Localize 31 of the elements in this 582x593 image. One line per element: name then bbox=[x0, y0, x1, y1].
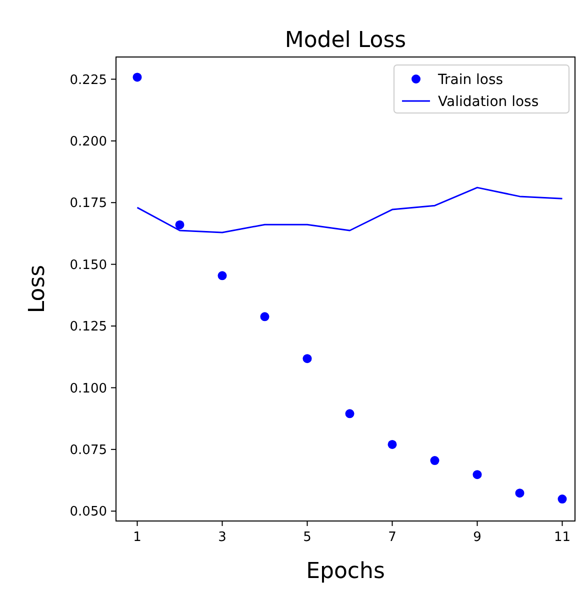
y-tick-label: 0.100 bbox=[70, 381, 107, 396]
x-tick-label: 7 bbox=[388, 530, 396, 545]
y-tick-label: 0.225 bbox=[70, 72, 107, 88]
y-tick-label: 0.200 bbox=[70, 134, 107, 150]
point bbox=[175, 220, 184, 230]
y-tick-label: 0.075 bbox=[70, 442, 107, 458]
x-tick-label: 5 bbox=[303, 530, 312, 545]
legend-label: Validation loss bbox=[438, 94, 539, 110]
x-axis-title: Epochs bbox=[306, 559, 385, 584]
point bbox=[472, 470, 482, 480]
line-series bbox=[136, 186, 563, 234]
x-tick-label: 11 bbox=[554, 530, 571, 545]
point bbox=[558, 494, 567, 504]
chart-title: Model Loss bbox=[284, 28, 406, 53]
y-tick-label: 0.050 bbox=[70, 504, 107, 520]
y-tick-label: 0.125 bbox=[70, 320, 107, 335]
point bbox=[345, 409, 354, 418]
x-tick-label: 9 bbox=[473, 530, 482, 545]
y-axis-title: Loss bbox=[25, 264, 50, 314]
y-tick-label: 0.175 bbox=[70, 196, 107, 212]
point bbox=[260, 312, 270, 322]
legend-label: Train loss bbox=[437, 72, 504, 88]
point bbox=[132, 72, 142, 82]
y-tick-label: 0.150 bbox=[70, 258, 107, 273]
point bbox=[430, 456, 440, 466]
point bbox=[302, 354, 312, 364]
x-tick-label: 3 bbox=[218, 530, 226, 545]
point bbox=[218, 271, 227, 280]
point bbox=[388, 440, 397, 449]
x-tick-label: 1 bbox=[133, 530, 142, 545]
point bbox=[515, 488, 524, 498]
